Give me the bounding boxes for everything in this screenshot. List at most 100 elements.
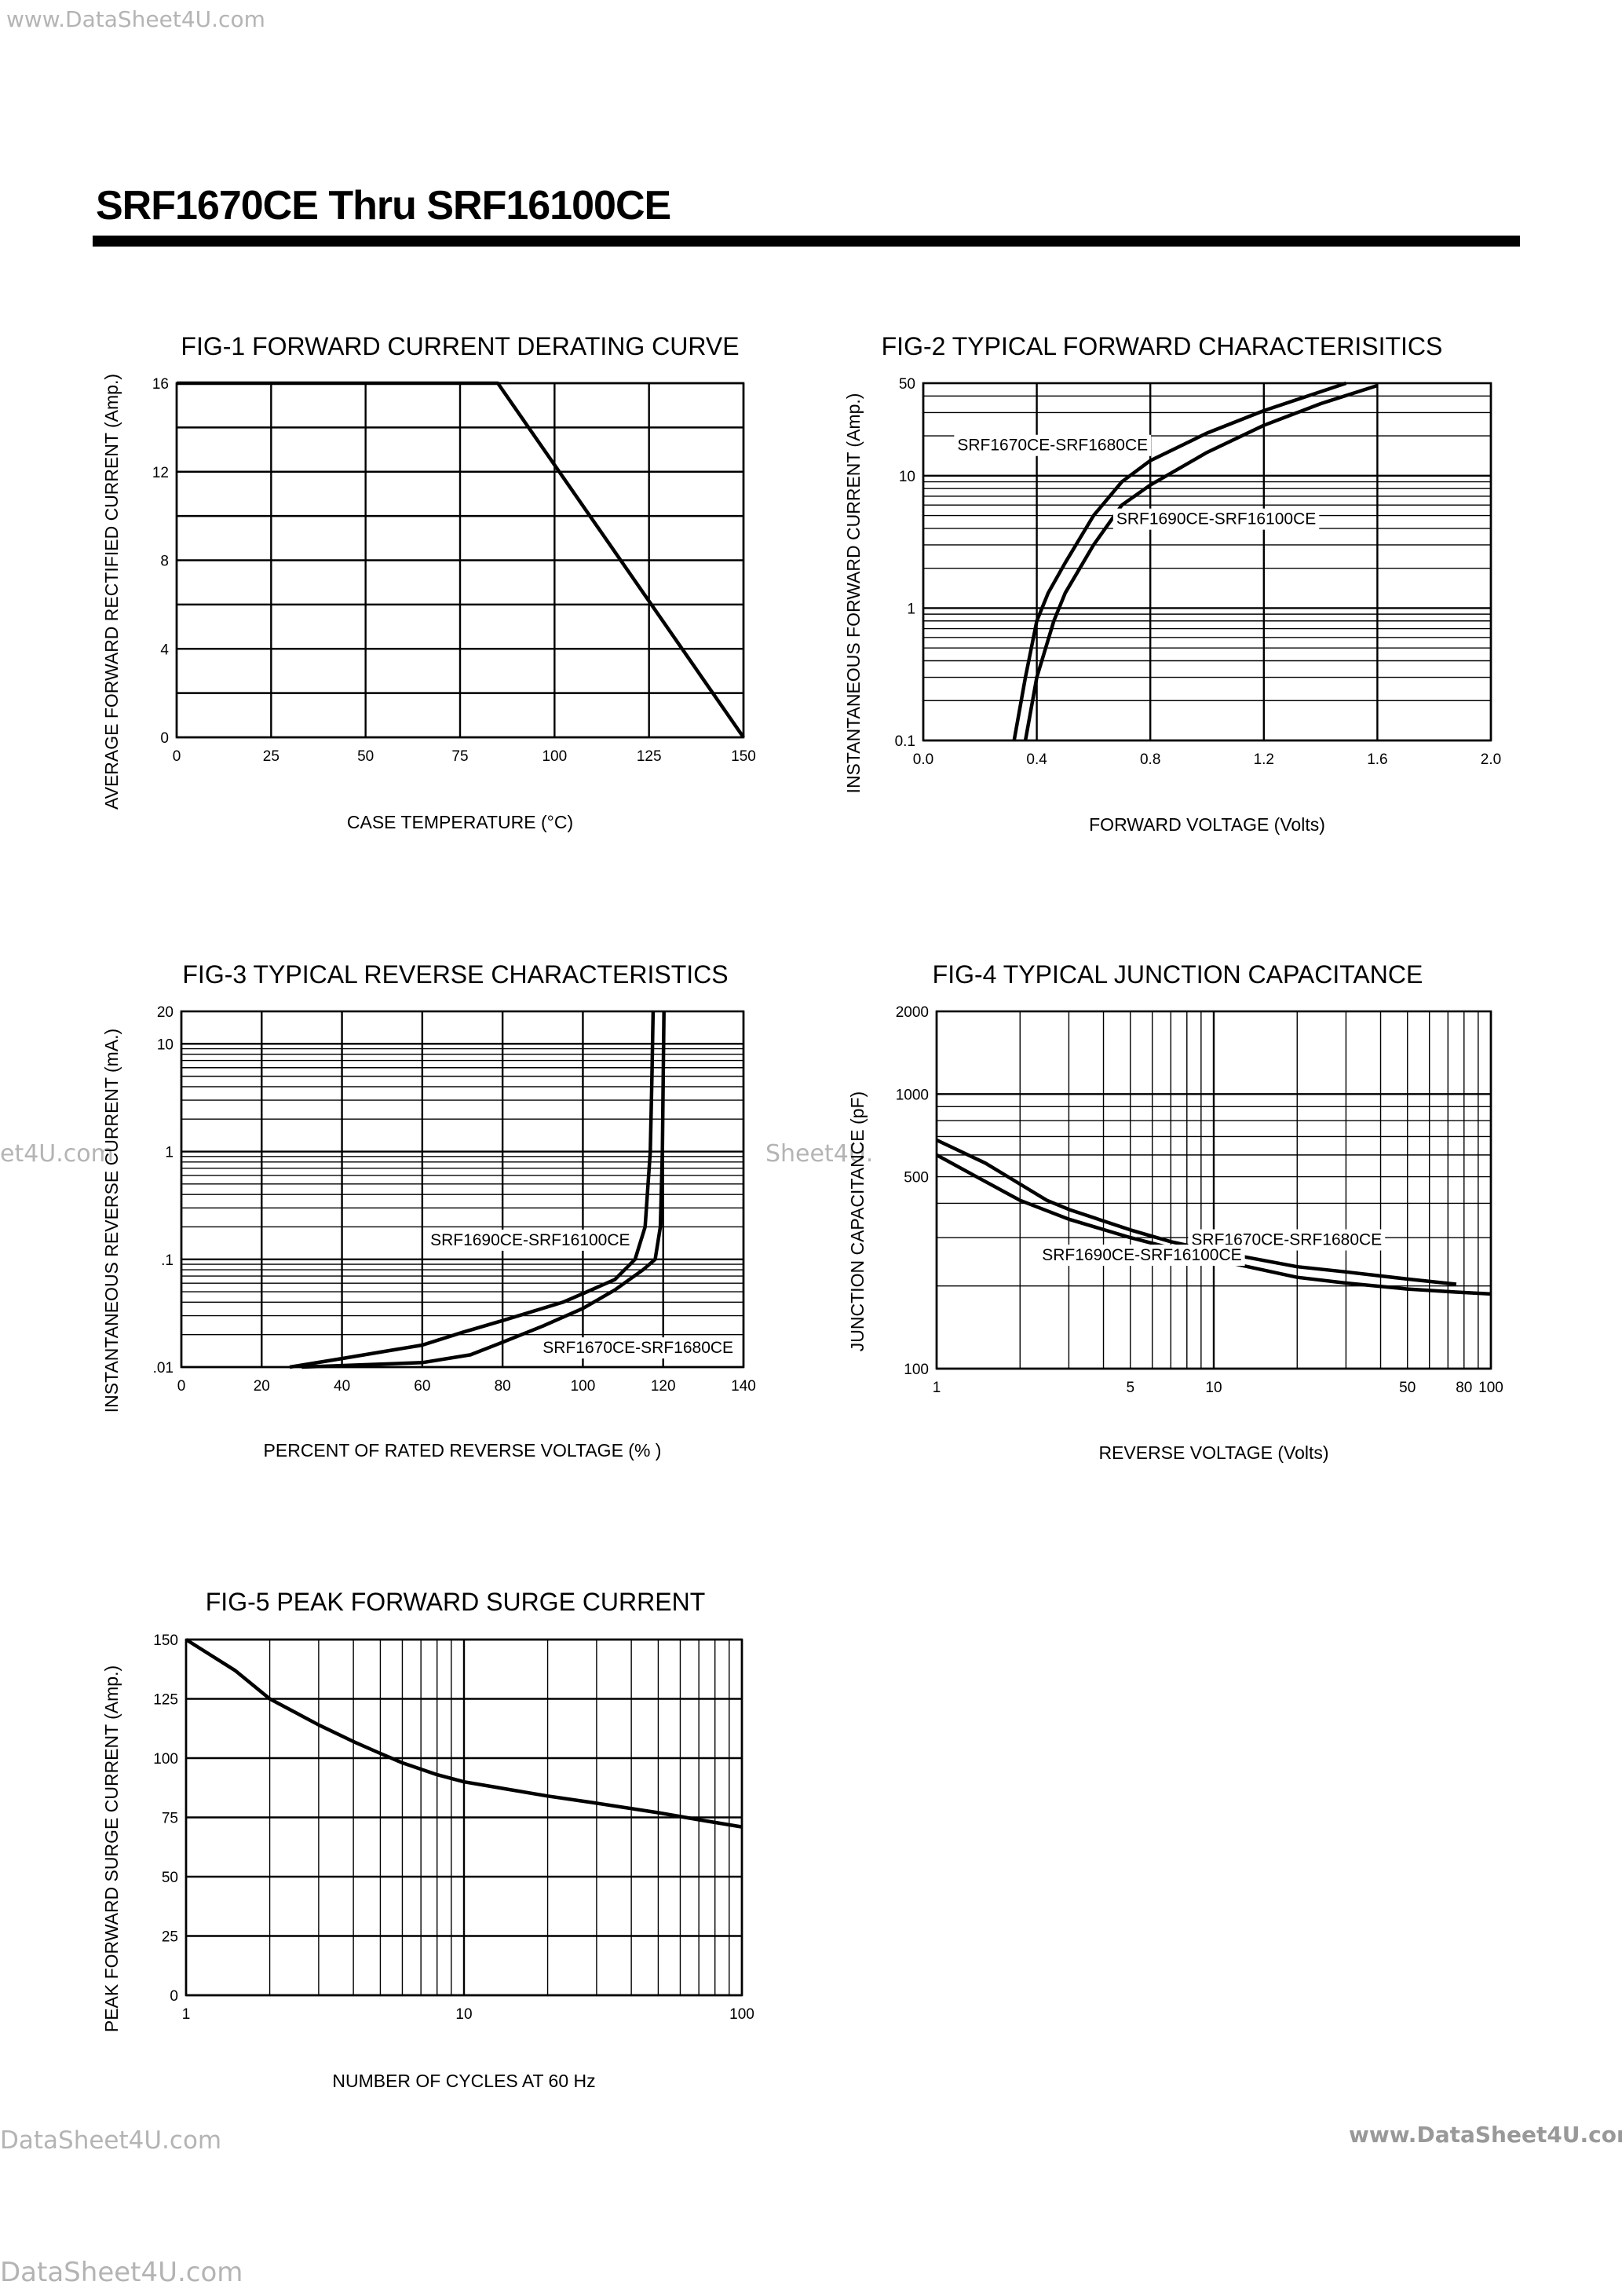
watermark-top: www.DataSheet4U.com [6,6,265,32]
series-label: SRF1670CE-SRF1680CE [542,1339,733,1357]
y-tick-label: .1 [161,1252,174,1269]
y-tick-label: 12 [152,465,169,481]
x-tick-label: 10 [1205,1380,1222,1396]
watermark-bottom-right: www.DataSheet4U.com [1349,2122,1622,2148]
watermark-footer: DataSheet4U.com [0,2257,243,2288]
x-tick-label: 100 [542,748,567,765]
plot-frame [935,1010,1492,1370]
x-tick-label: 120 [651,1378,676,1395]
y-tick-label: 75 [162,1811,178,1827]
y-tick-label: 125 [153,1692,178,1709]
x-tick-label: 80 [1456,1380,1472,1396]
x-tick-label: 50 [357,748,374,765]
x-axis-label: PERCENT OF RATED REVERSE VOLTAGE (% ) [264,1440,662,1461]
chart-fig-3: 0 20 40 60 80 100 120 140 .01 .1 1 10 20 FIG-3 TYPICA… [101,960,756,1461]
x-tick-label: 100 [729,2006,754,2023]
x-tick-label: 1 [182,2006,191,2023]
y-tick-label: 10 [157,1036,174,1053]
y-tick-label: 1 [907,601,915,617]
x-tick-label: 50 [1399,1380,1416,1396]
series-label-background [427,1229,634,1251]
y-axis-label: AVERAGE FORWARD RECTIFIED CURRENT (Amp.) [101,374,122,810]
y-tick-label: 0 [170,1988,178,2005]
series-label-background [954,434,1152,456]
series-line-1 [1012,381,1347,741]
y-tick-label: 1000 [896,1087,929,1103]
series-line-1 [177,381,745,739]
y-tick-label: 150 [153,1632,178,1649]
watermark-side-mid: Sheet4U. [765,1140,874,1168]
x-tick-label: 40 [334,1378,350,1395]
series-line-1 [289,1011,656,1369]
y-axis-label: JUNCTION CAPACITANCE (pF) [847,1091,868,1351]
x-tick-label: 150 [731,748,756,765]
plot-frame [922,382,1492,742]
x-axis-label: REVERSE VOLTAGE (Volts) [1098,1442,1328,1463]
y-tick-label: 10 [899,469,915,485]
chart-fig-2: 0.0 0.4 0.8 1.2 1.6 2.0 0.1 1 10 50 FIG-2 TYPICAL … [843,332,1501,835]
x-tick-label: 0.0 [913,751,933,768]
y-tick-label: 25 [162,1929,178,1946]
chart-fig-5: 1 10 100 0 25 50 75 100 125 150 FIG-5 PEAK FORWARD… [101,1588,754,2091]
y-tick-label: 50 [162,1870,178,1886]
x-tick-label: 80 [495,1378,511,1395]
x-axis-label: CASE TEMPERATURE (°C) [347,812,573,832]
x-tick-label: 100 [571,1378,596,1395]
chart-title: FIG-5 PEAK FORWARD SURGE CURRENT [206,1588,706,1616]
y-tick-label: 1 [165,1145,174,1161]
title-rule [93,236,1520,247]
plot-frame [184,1638,743,1997]
x-axis-label: NUMBER OF CYCLES AT 60 Hz [332,2071,595,2091]
y-axis-label: INSTANTANEOUS REVERSE CURRENT (mA.) [101,1029,122,1413]
series-label-background [1112,508,1320,530]
y-tick-label: .01 [153,1360,174,1377]
series-line-2 [301,1011,666,1369]
y-tick-label: 100 [904,1362,929,1378]
chart-fig-1: 0 25 50 75 100 125 150 0 4 8 12 16 FIG-1 FORWARD CUR… [101,332,756,832]
chart-title: FIG-2 TYPICAL FORWARD CHARACTERISITICS [882,332,1443,360]
y-tick-label: 8 [160,554,169,570]
series-label: SRF1690CE-SRF16100CE [430,1231,630,1249]
x-tick-label: 0.8 [1140,751,1160,768]
series-label: SRF1690CE-SRF16100CE [1042,1246,1241,1264]
series-line-1 [936,1138,1457,1286]
x-tick-label: 100 [1478,1380,1503,1396]
y-tick-label: 2000 [896,1004,929,1021]
y-axis-label: INSTANTANEOUS FORWARD CURRENT (Amp.) [843,393,864,794]
y-tick-label: 100 [153,1751,178,1768]
y-tick-label: 20 [157,1004,174,1021]
series-label: SRF1670CE-SRF1680CE [1191,1231,1382,1249]
watermark-bottom-left: DataSheet4U.com [0,2126,222,2155]
x-tick-label: 5 [1126,1380,1134,1396]
series-line-1 [184,1638,743,1829]
y-tick-label: 16 [152,376,169,393]
y-tick-label: 50 [899,376,915,393]
y-tick-label: 0 [160,730,169,747]
series-label-background [1039,1245,1245,1267]
x-tick-label: 0 [173,748,181,765]
series-label-background [539,1337,737,1359]
series-label: SRF1670CE-SRF1680CE [957,437,1148,455]
series-label: SRF1690CE-SRF16100CE [1116,510,1316,528]
x-tick-label: 20 [254,1378,270,1395]
series-line-2 [1023,383,1379,741]
chart-title: FIG-1 FORWARD CURRENT DERATING CURVE [181,332,739,360]
watermark-side-left: et4U.com [0,1140,114,1168]
plot-frame [180,1010,745,1369]
chart-title: FIG-3 TYPICAL REVERSE CHARACTERISTICS [182,960,728,989]
chart-title: FIG-4 TYPICAL JUNCTION CAPACITANCE [933,960,1423,989]
x-tick-label: 0 [177,1378,186,1395]
x-tick-label: 140 [731,1378,756,1395]
y-axis-label: PEAK FORWARD SURGE CURRENT (Amp.) [101,1665,122,2032]
x-tick-label: 0.4 [1026,751,1047,768]
page-title: SRF1670CE Thru SRF16100CE [96,183,671,229]
y-tick-label: 4 [160,642,169,658]
y-tick-label: 0.1 [895,733,915,750]
x-tick-label: 10 [455,2006,472,2023]
x-tick-label: 1 [933,1380,941,1396]
x-axis-label: FORWARD VOLTAGE (Volts) [1089,814,1325,835]
x-tick-label: 125 [637,748,662,765]
x-tick-label: 2.0 [1481,751,1501,768]
x-tick-label: 1.2 [1254,751,1274,768]
